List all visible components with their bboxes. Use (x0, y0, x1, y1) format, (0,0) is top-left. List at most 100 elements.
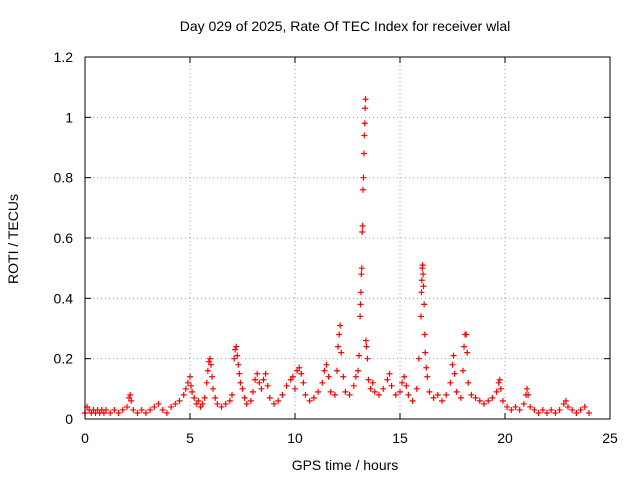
data-point (499, 397, 506, 404)
data-point (556, 406, 563, 413)
data-point (504, 403, 511, 410)
data-point (357, 313, 364, 320)
data-point (485, 397, 492, 404)
data-point (405, 391, 412, 398)
data-point (201, 394, 208, 401)
data-point (292, 385, 298, 392)
data-point (493, 388, 500, 395)
data-point (331, 391, 338, 398)
data-point (365, 376, 372, 383)
data-point (176, 397, 183, 404)
data-point (524, 385, 531, 392)
data-point (205, 358, 212, 365)
data-point (155, 400, 162, 407)
data-point (203, 379, 210, 386)
y-tick-label: 0 (65, 411, 73, 427)
data-point (193, 400, 200, 407)
x-tick-label: 15 (392, 430, 408, 446)
data-point (418, 289, 425, 296)
data-point (371, 388, 378, 395)
data-point (363, 343, 370, 350)
data-point (298, 370, 305, 377)
data-point (287, 376, 294, 383)
data-point (421, 331, 428, 338)
data-point (254, 370, 261, 377)
data-point (358, 271, 365, 278)
data-point (439, 397, 445, 404)
data-point (204, 367, 211, 374)
data-point (127, 391, 134, 398)
data-point (338, 349, 345, 356)
data-point (360, 186, 367, 193)
data-point (362, 96, 369, 103)
data-point (103, 406, 109, 413)
data-point (260, 376, 267, 383)
data-point (358, 265, 365, 272)
data-point (367, 385, 374, 392)
data-point (415, 355, 422, 362)
data-point (180, 391, 187, 398)
data-point (252, 376, 259, 383)
data-point (464, 349, 471, 356)
data-point (586, 409, 592, 416)
data-point (237, 379, 244, 386)
data-point (235, 361, 242, 368)
y-tick-label: 0.8 (54, 170, 74, 186)
x-tick-label: 10 (287, 430, 303, 446)
x-tick-label: 25 (602, 430, 618, 446)
data-point (359, 222, 366, 229)
data-point (187, 373, 193, 380)
data-point (495, 379, 502, 386)
data-point (560, 400, 567, 407)
data-point (419, 262, 426, 269)
data-point (134, 409, 141, 416)
data-point (271, 400, 277, 407)
data-point (337, 322, 344, 329)
data-point (355, 367, 361, 374)
data-point (264, 382, 271, 389)
data-point (266, 394, 273, 401)
data-point (362, 337, 369, 344)
data-point (369, 379, 376, 386)
data-point (159, 406, 166, 413)
data-point (481, 400, 487, 407)
data-point (325, 373, 332, 380)
data-point (472, 394, 479, 401)
data-point (233, 343, 240, 350)
data-point (239, 385, 246, 392)
data-point (457, 394, 464, 401)
y-axis-label: ROTI / TECUs (5, 194, 21, 284)
data-point (516, 406, 523, 413)
data-point (512, 403, 519, 410)
y-tick-label: 1 (65, 109, 73, 125)
data-point (323, 361, 330, 368)
data-point (209, 373, 216, 380)
data-point (111, 406, 118, 413)
data-point (199, 400, 206, 407)
data-point (334, 367, 340, 374)
data-point (376, 391, 382, 398)
data-point (306, 397, 313, 404)
data-point (210, 385, 217, 392)
data-point (422, 349, 429, 356)
data-point (100, 409, 107, 416)
data-point (539, 406, 546, 413)
data-point (300, 379, 307, 386)
data-point (191, 394, 198, 401)
data-point (340, 373, 347, 380)
y-tick-label: 0.2 (54, 351, 74, 367)
data-point (399, 379, 406, 386)
data-point (531, 406, 538, 413)
data-point (107, 409, 114, 416)
data-point (234, 352, 241, 359)
data-point (352, 373, 359, 380)
data-point (489, 394, 496, 401)
data-point (283, 382, 290, 389)
data-point (350, 382, 357, 389)
data-point (430, 394, 437, 401)
data-point (364, 355, 371, 362)
data-point (388, 382, 395, 389)
data-point (163, 409, 170, 416)
data-point (226, 397, 233, 404)
y-tick-label: 0.4 (54, 290, 74, 306)
